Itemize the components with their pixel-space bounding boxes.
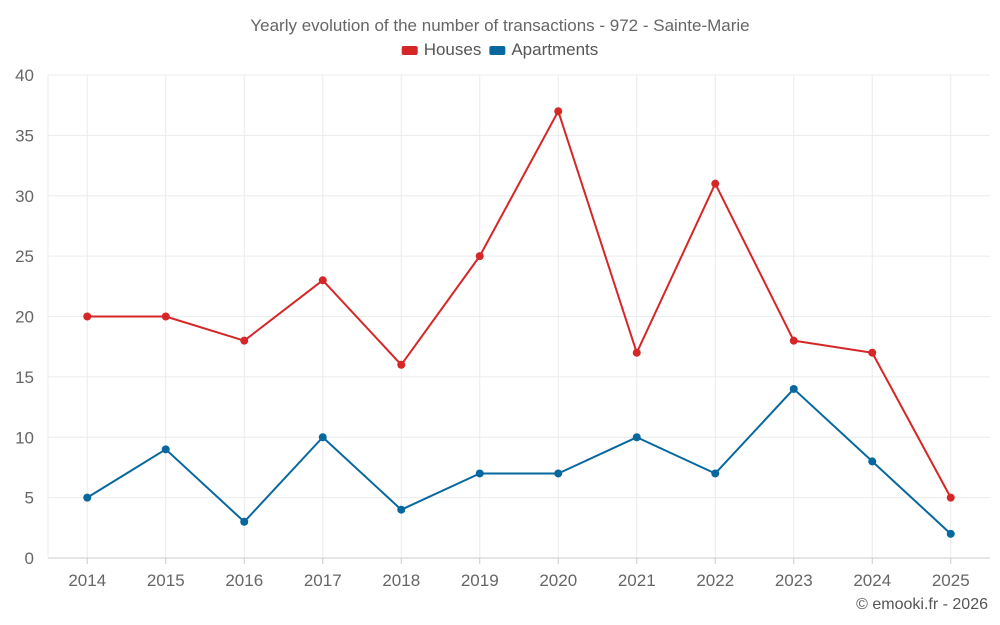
data-point-apartments[interactable] (397, 505, 406, 514)
legend-swatch (489, 46, 506, 55)
data-point-apartments[interactable] (868, 457, 877, 466)
x-tick-label: 2022 (696, 571, 734, 590)
y-tick-label: 35 (15, 126, 34, 145)
x-tick-label: 2016 (225, 571, 263, 590)
grid-lines (48, 74, 990, 558)
y-tick-label: 25 (15, 247, 34, 266)
x-tick-label: 2024 (853, 571, 891, 590)
series-line-apartments (86, 387, 952, 535)
y-tick-label: 5 (25, 489, 34, 508)
data-point-apartments[interactable] (789, 384, 798, 393)
data-point-houses[interactable] (161, 312, 170, 321)
x-tick-label: 2020 (539, 571, 577, 590)
legend-item-houses[interactable]: Houses (401, 40, 482, 59)
data-point-houses[interactable] (397, 360, 406, 369)
data-point-houses[interactable] (318, 276, 327, 285)
x-tick-label: 2023 (775, 571, 813, 590)
y-tick-label: 40 (15, 66, 34, 85)
data-point-houses[interactable] (475, 252, 484, 261)
data-point-houses[interactable] (632, 348, 641, 357)
data-point-apartments[interactable] (318, 433, 327, 442)
legend-swatch (401, 46, 418, 55)
data-point-apartments[interactable] (946, 529, 955, 538)
legend-label: Apartments (511, 40, 598, 59)
legend: Houses Apartments (401, 40, 598, 59)
data-point-apartments[interactable] (161, 445, 170, 454)
y-tick-label: 0 (25, 549, 34, 568)
x-tick-label: 2014 (68, 571, 106, 590)
x-tick-label: 2025 (932, 571, 970, 590)
data-point-apartments[interactable] (554, 469, 563, 478)
y-tick-label: 20 (15, 308, 34, 327)
series-line-houses (87, 110, 952, 499)
data-point-apartments[interactable] (475, 469, 484, 478)
x-tick-label: 2021 (618, 571, 656, 590)
x-tick-label: 2015 (147, 571, 185, 590)
x-tick-label: 2018 (382, 571, 420, 590)
legend-label: Houses (424, 40, 482, 59)
x-tick-label: 2017 (304, 571, 342, 590)
x-tick-label: 2019 (461, 571, 499, 590)
y-tick-label: 30 (15, 187, 34, 206)
series-layer (83, 107, 955, 538)
y-tick-label: 15 (15, 368, 34, 387)
credit-text: © emooki.fr - 2026 (856, 596, 988, 613)
data-point-apartments[interactable] (711, 469, 720, 478)
y-tick-label: 10 (15, 428, 34, 447)
data-point-houses[interactable] (554, 107, 563, 116)
data-point-houses[interactable] (240, 336, 249, 345)
data-point-apartments[interactable] (83, 493, 92, 502)
data-point-houses[interactable] (868, 348, 877, 357)
data-point-apartments[interactable] (632, 433, 641, 442)
data-point-houses[interactable] (789, 336, 798, 345)
legend-item-apartments[interactable]: Apartments (489, 40, 598, 59)
data-point-houses[interactable] (946, 493, 955, 502)
chart-title: Yearly evolution of the number of transa… (250, 16, 749, 35)
data-point-apartments[interactable] (240, 517, 249, 526)
data-point-houses[interactable] (711, 179, 720, 188)
data-point-houses[interactable] (83, 312, 92, 321)
